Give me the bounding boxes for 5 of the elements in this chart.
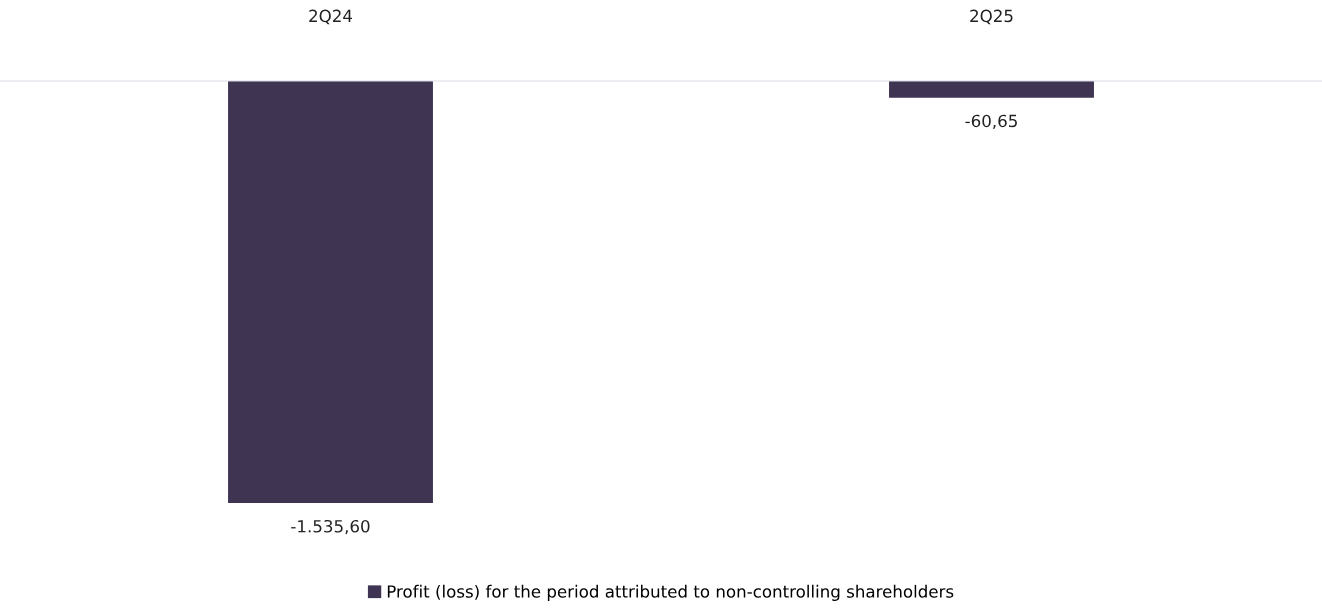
x-tick-label: 2Q25 [970, 9, 1013, 25]
data-label: -1.535,60 [291, 519, 370, 535]
data-label: -60,65 [965, 114, 1017, 129]
x-tick-label: 2Q24 [309, 9, 353, 25]
legend-label: Profit (loss) for the period attributed to non-controlling shareholders [387, 584, 954, 601]
